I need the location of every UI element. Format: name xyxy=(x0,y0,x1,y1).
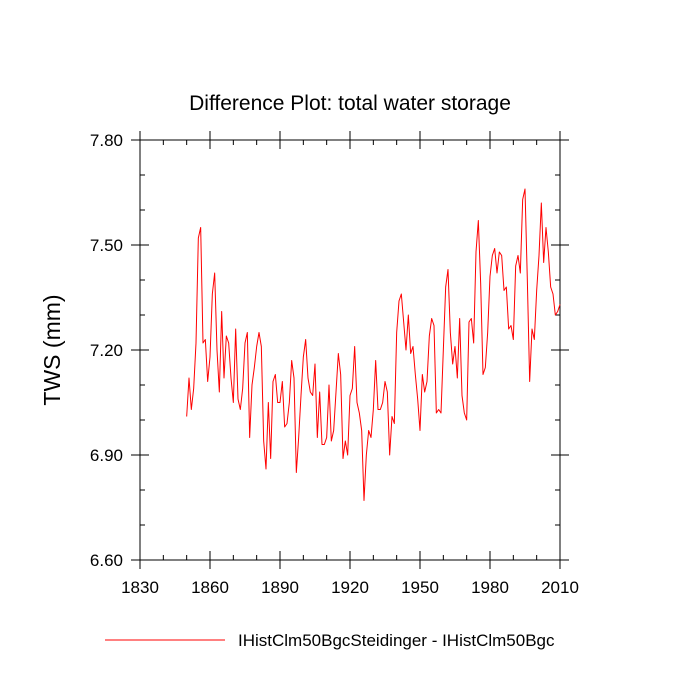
x-tick-label: 1830 xyxy=(121,578,159,597)
y-tick-label: 7.50 xyxy=(90,236,123,255)
y-tick-label: 6.60 xyxy=(90,551,123,570)
x-tick-label: 1950 xyxy=(401,578,439,597)
x-tick-label: 1860 xyxy=(191,578,229,597)
x-tick-label: 1980 xyxy=(471,578,509,597)
x-tick-label: 2010 xyxy=(541,578,579,597)
series-group xyxy=(186,188,561,501)
axis-ticks xyxy=(131,131,569,569)
legend-label: IHistClm50BgcSteidinger - IHistClm50Bgc xyxy=(238,631,555,650)
series-line xyxy=(186,188,561,501)
y-axis-label: TWS (mm) xyxy=(39,294,65,405)
axis-tick-labels: 1830 1860 1890 1920 1950 1980 2010 6.60 6.90 7.20… xyxy=(90,131,579,597)
y-tick-label: 7.80 xyxy=(90,131,123,150)
plot-frame xyxy=(139,139,561,561)
legend: IHistClm50BgcSteidinger - IHistClm50Bgc xyxy=(105,631,555,650)
chart-title: Difference Plot: total water storage xyxy=(189,92,511,115)
y-tick-label: 7.20 xyxy=(90,341,123,360)
y-tick-label: 6.90 xyxy=(90,446,123,465)
x-tick-label: 1920 xyxy=(331,578,369,597)
x-tick-label: 1890 xyxy=(261,578,299,597)
